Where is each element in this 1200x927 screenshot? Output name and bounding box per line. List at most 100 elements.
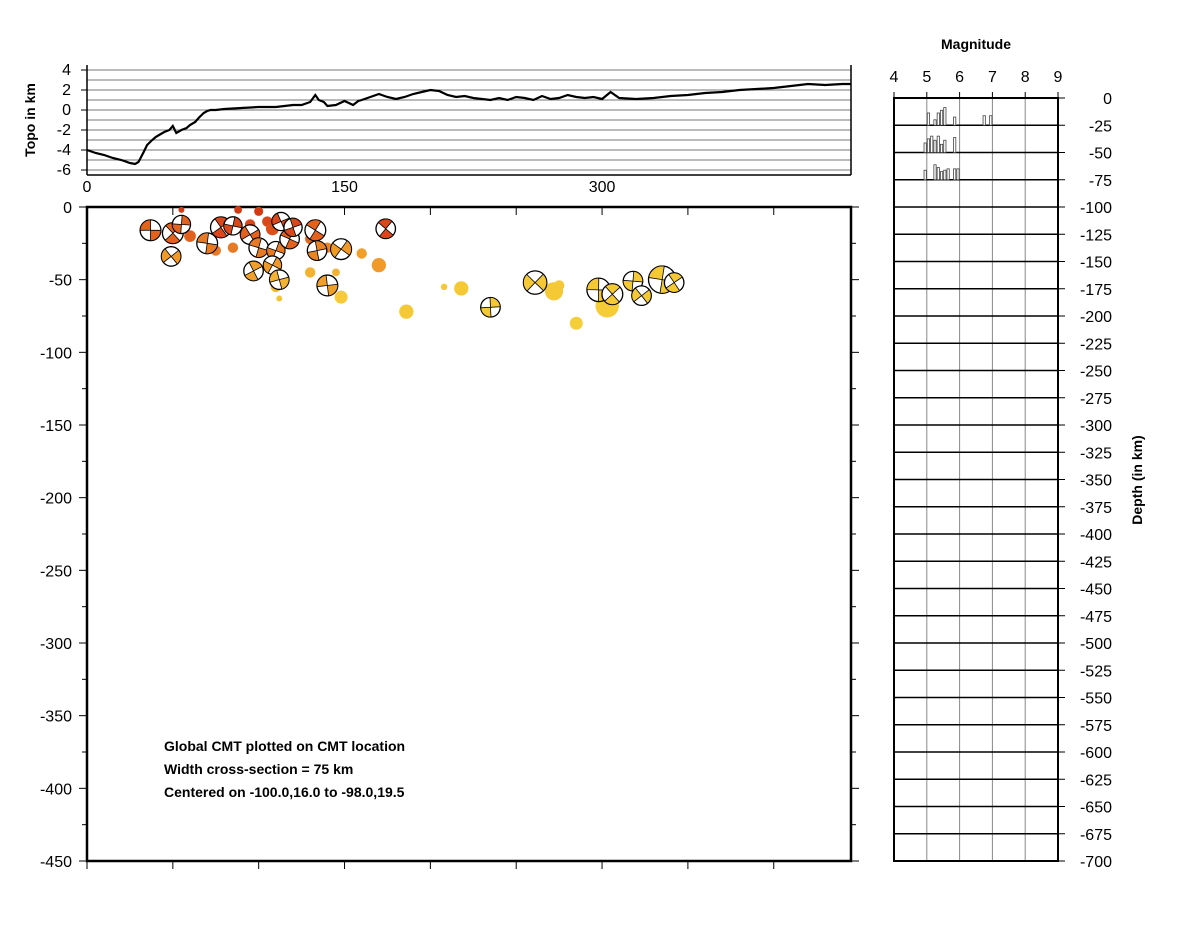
earthquake-point (254, 206, 264, 216)
hist-y-tick-label: -375 (1080, 500, 1112, 517)
hist-y-tick-label: -100 (1080, 200, 1112, 217)
topo-gridlines (87, 69, 851, 171)
histogram-panel: Magnitude 4 5 6 7 8 9 0 -25 -50 -75 -100 -125 -150 -… (890, 36, 1145, 871)
earthquake-point (234, 206, 242, 214)
annotation-line-1: Global CMT plotted on CMT location (164, 738, 405, 754)
xs-y-tick-label: -50 (49, 273, 72, 290)
hist-bar (956, 168, 960, 181)
histogram-bars (923, 107, 993, 181)
hist-bar (946, 168, 950, 181)
earthquake-point (371, 257, 387, 273)
earthquake-point (454, 281, 469, 296)
focal-mechanism (283, 217, 303, 238)
topo-y-tick-label: 4 (62, 62, 71, 79)
histogram-y-ticks: 0 -25 -50 -75 -100 -125 -150 -175 -200 -225 -250 -2… (1058, 91, 1112, 871)
topo-panel: 4 2 0 -2 -4 -6 0 150 300 Topo in km (22, 62, 852, 196)
xs-y-tick-label: -100 (40, 345, 72, 362)
topo-y-tick-label: -4 (57, 142, 71, 159)
topo-y-ticks: 4 2 0 -2 -4 -6 (57, 62, 87, 179)
cross-section-ticks (79, 206, 859, 869)
hist-y-tick-label: -625 (1080, 772, 1112, 789)
hist-y-tick-label: -300 (1080, 418, 1112, 435)
cross-section-panel: 0 -50 -100 -150 -200 -250 -300 -350 -400 -450 Glo… (40, 200, 859, 871)
hist-bar (933, 164, 937, 181)
focal-mechanism (601, 283, 624, 306)
hist-x-tick-label: 8 (1021, 69, 1030, 86)
histogram-x-ticks: 4 5 6 7 8 9 (890, 69, 1063, 98)
focal-mechanism (171, 214, 192, 235)
xs-y-tick-label: -300 (40, 636, 72, 653)
hist-x-tick-label: 4 (890, 69, 899, 86)
focal-mechanism (375, 218, 397, 240)
topo-x-ticks: 0 150 300 (83, 179, 616, 196)
focal-mechanism (316, 274, 339, 297)
focal-mechanism (480, 296, 501, 318)
hist-y-tick-label: -275 (1080, 391, 1112, 408)
hist-y-tick-label: -75 (1089, 173, 1112, 190)
topo-y-tick-label: 0 (62, 102, 71, 119)
xs-y-tick-label: -250 (40, 563, 72, 580)
topo-x-tick-label: 0 (83, 179, 92, 196)
hist-x-tick-label: 5 (922, 69, 931, 86)
hist-bar (930, 135, 934, 153)
topo-y-tick-label: -2 (57, 122, 71, 139)
earthquake-point (440, 283, 448, 291)
focal-mechanism (160, 246, 182, 267)
hist-x-tick-label: 9 (1054, 69, 1063, 86)
hist-bar (953, 116, 957, 126)
hist-bar (926, 138, 930, 153)
xs-y-tick-label: -150 (40, 418, 72, 435)
focal-mechanism (196, 232, 219, 255)
histogram-grid (894, 97, 1058, 862)
hist-y-tick-label: -150 (1080, 255, 1112, 272)
hist-y-tick-label: -25 (1089, 118, 1112, 135)
hist-y-tick-label: -125 (1080, 227, 1112, 244)
hist-x-tick-label: 7 (988, 69, 997, 86)
annotation-line-2: Width cross-section = 75 km (164, 761, 353, 777)
earthquake-point (304, 267, 316, 278)
earthquake-point (227, 242, 239, 253)
hist-y-tick-label: -250 (1080, 364, 1112, 381)
focal-mechanism (631, 285, 652, 307)
hist-bar (989, 115, 993, 126)
focal-mechanism (522, 270, 548, 295)
focal-mechanism (248, 237, 270, 259)
cross-section-y-ticks: 0 -50 -100 -150 -200 -250 -300 -350 -400 -450 (40, 200, 72, 871)
topo-y-axis-label: Topo in km (22, 83, 38, 157)
earthquake-point (334, 290, 348, 304)
hist-bar (923, 169, 927, 181)
hist-y-tick-label: -700 (1080, 854, 1112, 871)
xs-y-tick-label: -350 (40, 709, 72, 726)
focal-mechanism (243, 260, 264, 282)
hist-bar (943, 169, 947, 181)
hist-y-tick-label: -500 (1080, 636, 1112, 653)
xs-y-tick-label: -200 (40, 491, 72, 508)
focal-mechanism (139, 219, 162, 242)
focal-mechanism (306, 240, 328, 262)
earthquake-point (399, 304, 414, 319)
hist-bar (953, 137, 957, 153)
topo-x-tick-label: 150 (331, 179, 358, 196)
earthquake-point (356, 248, 367, 259)
hist-bar (982, 115, 986, 126)
hist-bar (926, 112, 930, 126)
hist-y-tick-label: -350 (1080, 473, 1112, 490)
hist-bar (940, 143, 944, 153)
hist-y-tick-label: -225 (1080, 336, 1112, 353)
topo-y-tick-label: 2 (62, 82, 71, 99)
hist-bar (936, 135, 940, 153)
hist-y-tick-label: -400 (1080, 527, 1112, 544)
hist-y-tick-label: -650 (1080, 800, 1112, 817)
xs-y-tick-label: 0 (63, 200, 72, 217)
focal-mechanism (330, 238, 353, 261)
histogram-title: Magnitude (941, 36, 1011, 52)
histogram-frame (893, 97, 1059, 862)
hist-bar (940, 171, 944, 181)
earthquake-point (332, 268, 340, 277)
hist-y-tick-label: -325 (1080, 445, 1112, 462)
focal-mechanisms (139, 211, 685, 318)
hist-y-tick-label: -175 (1080, 282, 1112, 299)
hist-bar (923, 142, 927, 153)
annotation-line-3: Centered on -100.0,16.0 to -98.0,19.5 (164, 784, 405, 800)
